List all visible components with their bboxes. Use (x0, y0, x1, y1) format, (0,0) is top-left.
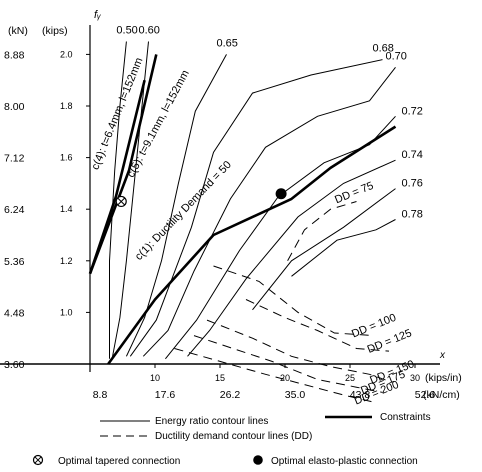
y-units-primary: (kips) (42, 25, 68, 37)
energy-contour-label: 0.72 (402, 105, 423, 117)
ductility-contour (206, 319, 392, 383)
y-tick-label-secondary: 5.36 (4, 256, 25, 268)
energy-contour (125, 54, 227, 357)
ductility-contour (193, 335, 383, 393)
y-tick-label: 1.6 (60, 153, 73, 163)
legend-elasto-label: Optimal elasto-plastic connection (271, 456, 418, 467)
energy-contour (291, 219, 396, 277)
y-tick-label-secondary: 3.60 (4, 359, 25, 371)
energy-contour (187, 159, 396, 357)
legend: Energy ratio contour lines Constraints D… (32, 412, 431, 467)
x-units-secondary: (kN/cm) (423, 389, 460, 401)
axes: fᵧ x (kN) (kips) (kips/in) (kN/cm) (0, 9, 462, 401)
y-units-secondary: (kN) (8, 25, 28, 37)
y-tick-label: 1.2 (60, 256, 73, 266)
legend-constraints-label: Constraints (380, 412, 431, 423)
legend-energy-label: Energy ratio contour lines (155, 416, 268, 427)
constraint-line (107, 125, 397, 365)
legend-elasto-icon (253, 455, 263, 465)
legend-tapered-icon (32, 454, 44, 466)
y-tick-label: 1.0 (60, 307, 73, 317)
x-axis-label: x (439, 350, 446, 361)
energy-contour-label: 0.78 (402, 209, 423, 221)
energy-contour (109, 41, 127, 359)
y-tick-label: 1.8 (60, 101, 73, 111)
legend-ductility-label: Ductility demand contour lines (DD) (155, 431, 312, 442)
legend-tapered-label: Optimal tapered connection (58, 456, 180, 467)
optimum-markers (115, 188, 287, 208)
x-tick-label-secondary: 52.6 (415, 389, 436, 401)
ductility-contour (245, 299, 390, 352)
energy-contour-label: 0.50 (116, 25, 137, 37)
x-units-primary: (kips/in) (425, 372, 462, 384)
y-tick-label-secondary: 4.48 (4, 307, 25, 319)
energy-contour (129, 59, 383, 357)
optimal-tapered-marker-cross (117, 197, 126, 206)
ductility-contour (174, 348, 377, 404)
energy-contour (142, 66, 396, 357)
x-tick-label: 30 (410, 373, 420, 383)
x-tick-label: 15 (215, 373, 225, 383)
x-tick-label: 25 (345, 373, 355, 383)
ticks: 1.0 1.2 1.4 1.6 1.8 2.0 3.60 4.48 5.36 6.24 7.12 8.… (4, 49, 435, 401)
y-tick-label: 1.4 (60, 204, 73, 214)
y-tick-label-secondary: 8.00 (4, 101, 25, 113)
y-axis-label: fᵧ (94, 9, 101, 21)
optimal-elasto-plastic-marker (275, 188, 287, 200)
energy-contour-label: 0.68 (373, 43, 394, 55)
constraint-line (88, 54, 158, 275)
energy-contour-label: 0.70 (386, 50, 407, 62)
energy-contour (252, 188, 396, 311)
x-tick-label-secondary: 35.0 (285, 389, 306, 401)
ductility-contour (213, 265, 374, 337)
y-tick-label-secondary: 7.12 (4, 153, 25, 165)
x-tick-label-secondary: 26.2 (220, 389, 241, 401)
y-tick-label-secondary: 8.88 (4, 49, 25, 61)
x-tick-label-secondary: 17.6 (155, 389, 176, 401)
x-tick-label: 10 (150, 373, 160, 383)
y-tick-label-secondary: 6.24 (4, 204, 25, 216)
energy-contour-label: 0.76 (402, 178, 423, 190)
energy-contour-label: 0.60 (139, 25, 160, 37)
x-tick-label-secondary: 8.8 (93, 389, 108, 401)
y-tick-label: 2.0 (60, 49, 73, 59)
energy-contour-label: 0.65 (217, 37, 238, 49)
energy-contour-label: 0.74 (402, 149, 423, 161)
ductility-contour (287, 201, 357, 262)
x-tick-label: 20 (280, 373, 290, 383)
